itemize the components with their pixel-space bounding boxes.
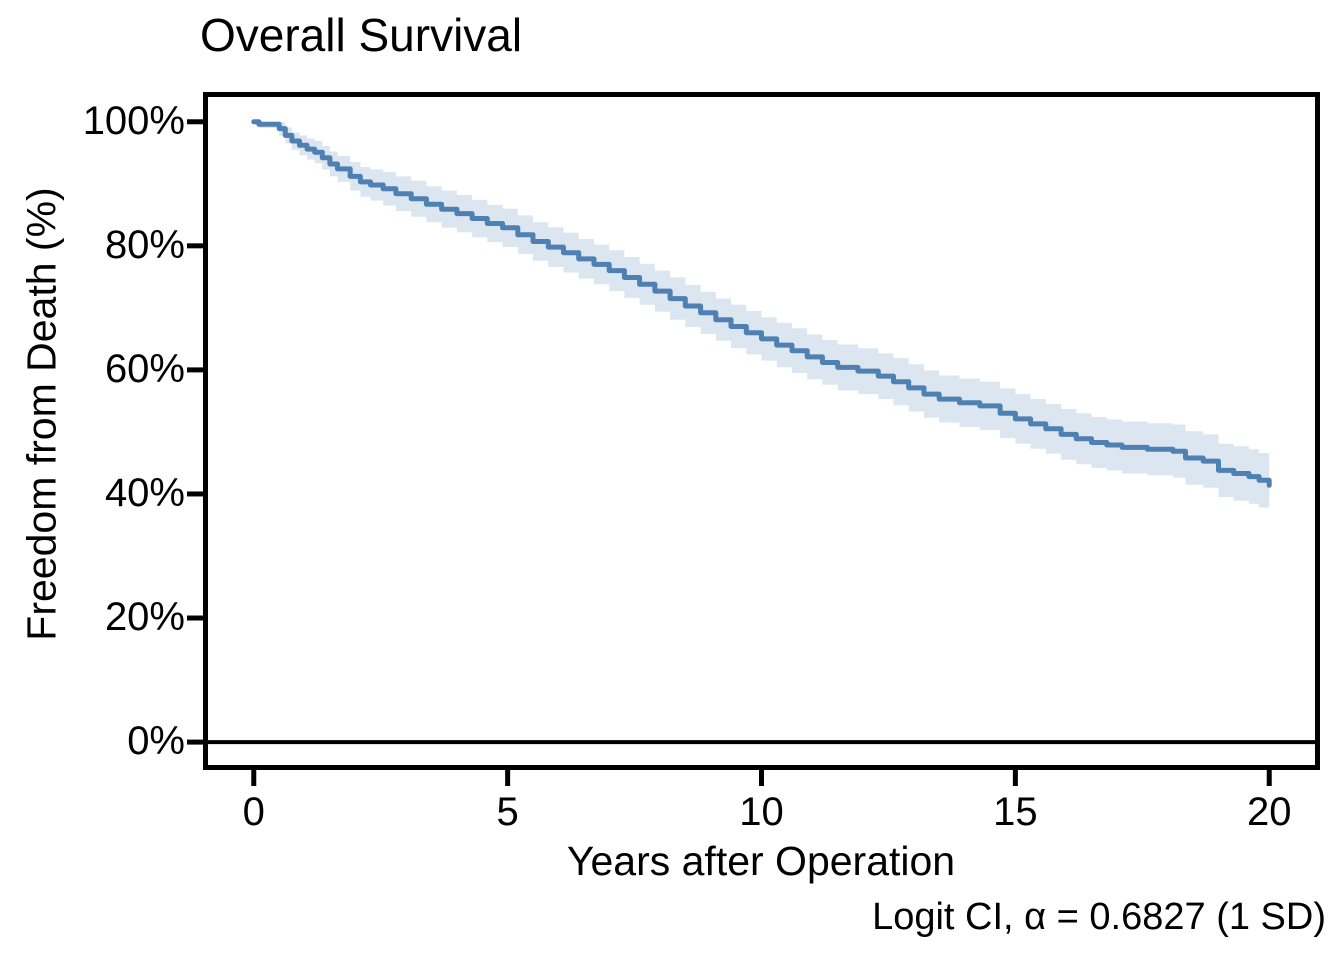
- x-axis-title: Years after Operation: [566, 838, 956, 884]
- ci-method-caption: Logit CI, α = 0.6827 (1 SD): [872, 896, 1326, 938]
- y-tick-label: 80%: [104, 223, 185, 268]
- km-plot-svg: [187, 92, 1320, 786]
- y-tick-label: 60%: [104, 347, 185, 392]
- confidence-band: [253, 121, 1270, 513]
- y-tick-label: 40%: [104, 471, 185, 516]
- survival-curve: [251, 119, 1272, 488]
- axis-tick-marks: [187, 119, 1272, 786]
- x-tick-label: 10: [739, 790, 784, 834]
- plot-border: [203, 92, 1320, 770]
- y-tick-label: 20%: [104, 595, 185, 640]
- chart-title: Overall Survival: [200, 9, 523, 61]
- y-tick-label: 100%: [82, 98, 185, 143]
- x-tick-label: 20: [1246, 790, 1292, 834]
- x-tick-label: 0: [242, 790, 265, 834]
- x-tick-label: 5: [496, 790, 519, 834]
- y-tick-label: 0%: [127, 719, 185, 764]
- plot-area: 0% 20% 40% 60% 80% 100% 0 5 10 15 20: [83, 92, 1320, 832]
- x-tick-label: 15: [993, 790, 1038, 834]
